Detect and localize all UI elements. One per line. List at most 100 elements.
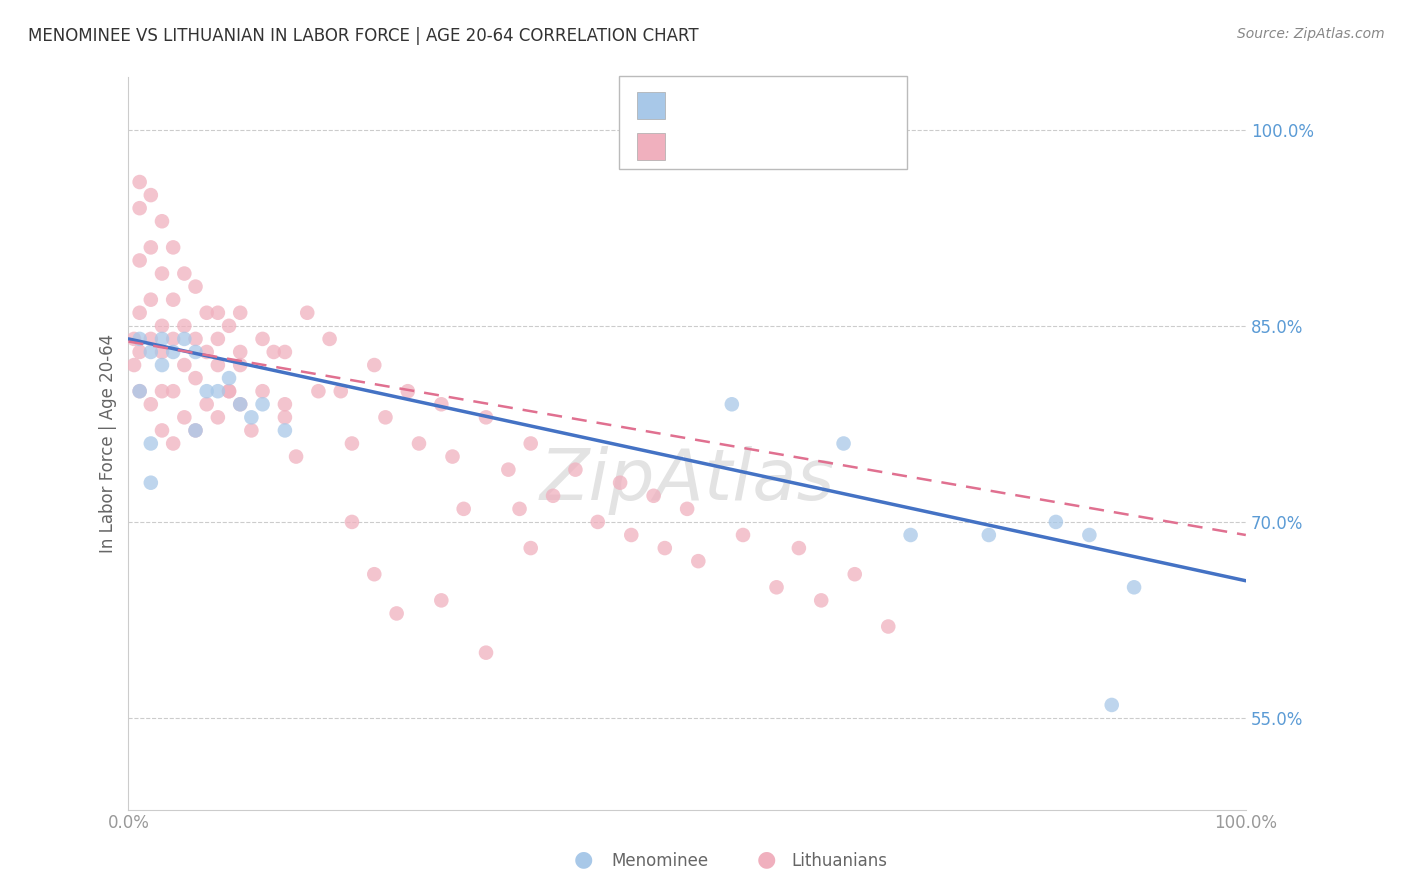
Point (676, 501, 699, 516)
Point (207, 384, 229, 399)
Point (832, 436, 855, 450)
Point (195, 306, 218, 320)
Point (128, 384, 150, 399)
Point (162, 332, 184, 346)
Text: N = 94: N = 94 (799, 137, 860, 155)
Point (363, 358, 385, 372)
Point (586, 515, 609, 529)
Point (128, 332, 150, 346)
Point (787, 541, 810, 555)
Point (128, 384, 150, 399)
Point (122, 332, 145, 346)
Point (173, 410, 195, 425)
Text: R =  -0.155: R = -0.155 (676, 137, 779, 155)
Point (274, 410, 297, 425)
Point (620, 528, 643, 542)
Point (229, 345, 252, 359)
Text: ●: ● (756, 850, 776, 870)
Point (252, 332, 274, 346)
Point (329, 384, 352, 399)
Point (184, 345, 207, 359)
Text: MENOMINEE VS LITHUANIAN IN LABOR FORCE | AGE 20-64 CORRELATION CHART: MENOMINEE VS LITHUANIAN IN LABOR FORCE |… (28, 27, 699, 45)
Point (207, 410, 229, 425)
Point (229, 397, 252, 411)
Point (297, 306, 319, 320)
Point (441, 450, 464, 464)
Point (643, 489, 665, 503)
Point (240, 410, 263, 425)
Point (150, 267, 173, 281)
Point (229, 397, 252, 411)
Point (150, 384, 173, 399)
Point (195, 345, 218, 359)
Text: N = 26: N = 26 (799, 96, 860, 115)
Point (252, 397, 274, 411)
Point (1101, 698, 1123, 712)
Text: Menominee: Menominee (612, 852, 709, 870)
Point (184, 279, 207, 293)
Point (173, 318, 195, 333)
Point (218, 384, 240, 399)
Point (139, 475, 162, 490)
Point (128, 253, 150, 268)
Point (475, 410, 498, 425)
Point (274, 397, 297, 411)
Point (128, 175, 150, 189)
Point (128, 201, 150, 215)
Point (184, 424, 207, 438)
Point (564, 462, 586, 476)
Point (731, 528, 754, 542)
Point (207, 332, 229, 346)
Point (877, 619, 900, 633)
Point (173, 267, 195, 281)
Point (218, 371, 240, 385)
Point (509, 501, 531, 516)
Text: R =  -0.550: R = -0.550 (676, 96, 779, 115)
Point (173, 358, 195, 372)
Point (139, 293, 162, 307)
Point (139, 397, 162, 411)
Text: Lithuanians: Lithuanians (792, 852, 887, 870)
Point (374, 410, 396, 425)
Point (184, 371, 207, 385)
Point (721, 397, 744, 411)
Point (263, 345, 285, 359)
Point (340, 515, 363, 529)
Point (139, 332, 162, 346)
Point (162, 384, 184, 399)
Point (218, 318, 240, 333)
Point (274, 424, 297, 438)
Point (139, 188, 162, 202)
Point (162, 345, 184, 359)
Point (519, 436, 541, 450)
Point (340, 436, 363, 450)
Point (128, 345, 150, 359)
Point (150, 214, 173, 228)
Point (173, 332, 195, 346)
Point (396, 384, 419, 399)
Point (810, 593, 832, 607)
Point (184, 332, 207, 346)
Point (408, 436, 430, 450)
Point (541, 489, 564, 503)
Point (207, 358, 229, 372)
Point (252, 384, 274, 399)
Point (688, 554, 710, 568)
Point (162, 240, 184, 254)
Point (139, 345, 162, 359)
Point (195, 397, 218, 411)
Point (900, 528, 922, 542)
Point (218, 384, 240, 399)
Point (453, 501, 475, 516)
Point (150, 318, 173, 333)
Point (150, 345, 173, 359)
Point (1045, 515, 1067, 529)
Point (307, 384, 329, 399)
Point (162, 436, 184, 450)
Point (285, 450, 308, 464)
Point (475, 646, 498, 660)
Y-axis label: In Labor Force | Age 20-64: In Labor Force | Age 20-64 (100, 334, 117, 553)
Point (128, 306, 150, 320)
Point (184, 424, 207, 438)
Point (519, 541, 541, 555)
